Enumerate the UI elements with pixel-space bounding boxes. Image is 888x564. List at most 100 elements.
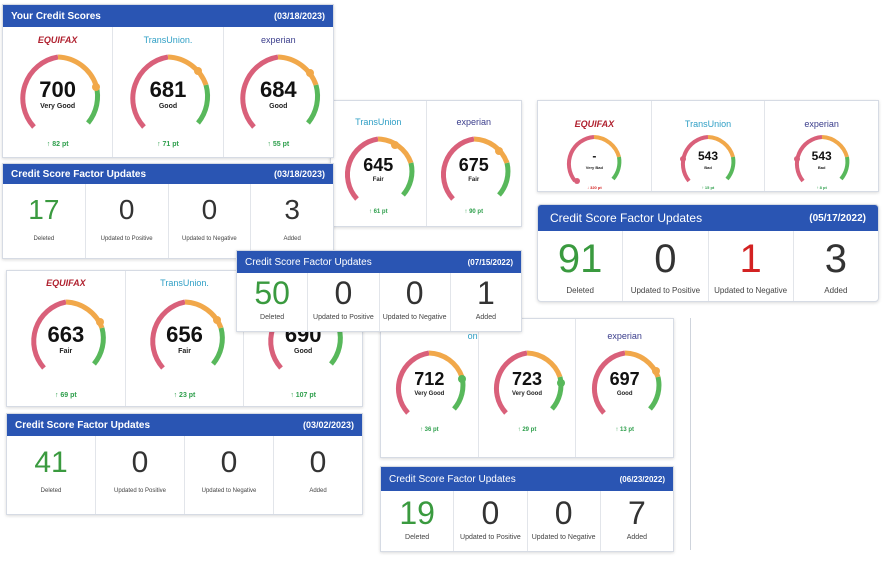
factor-label: Updated to Negative [201,488,257,494]
transunion-logo: TransUnion [355,117,402,127]
score-change: ↑ 8 pt [816,185,827,190]
factor-count: 91 [557,237,603,281]
score-change: ↑ 29 pt [517,427,537,433]
panel-header: Credit Score Factor Updates (06/23/2022) [381,467,673,491]
factor-count: 50 [254,275,290,311]
gauge-equifax: EQUIFAX 663 Fair ↑ 69 pt [7,271,126,406]
factor-row: 17 Deleted 0 Updated to Positive 0 Updated … [3,184,333,258]
score-change: ↑ 90 pt [464,209,484,215]
factor-deleted: 50 Deleted [237,273,309,331]
score-rating: Fair [468,177,480,183]
experian-logo: experian [607,331,642,341]
panel-header: Credit Score Factor Updates (05/17/2022) [538,205,878,231]
factor-label: Updated to Positive [630,286,701,295]
factor-added: 3 Added [251,184,333,258]
score-change: ↑ 69 pt [54,392,77,399]
panel-header: Credit Score Factor Updates (03/02/2023) [7,414,362,436]
factor-deleted: 17 Deleted [3,184,86,258]
factor-count: 0 [131,446,149,479]
gauge: 675 Fair [429,129,519,209]
score-value: 543 [697,149,719,163]
factor-count: 0 [481,495,500,531]
score-change: ↑ 13 pt [615,427,635,433]
panel-date: (03/18/2023) [273,11,325,21]
panel-header: Credit Score Factor Updates (03/18/2023) [3,164,333,184]
score-value: 663 [47,322,85,347]
panel-date: (05/17/2022) [809,212,866,224]
score-change: ↑ 71 pt [157,141,179,148]
score-value: 656 [166,322,203,347]
panel-header: Your Credit Scores (03/18/2023) [3,5,333,27]
factor-count: 0 [405,275,424,311]
score-rating: Fair [178,348,191,355]
factor-added: 3 Added [794,231,878,301]
gauge-experian: experian 543 Bad ↑ 8 pt [765,101,878,191]
panel-date: (03/02/2023) [302,420,354,430]
factor-count: 1 [739,237,762,281]
score-rating: Very Good [414,391,445,397]
score-rating: Very Good [511,391,542,397]
score-value: 675 [458,155,489,175]
gauge: 663 Fair [16,290,116,380]
gauge-arc [494,350,565,415]
score-value: 543 [811,149,832,163]
score-value: 645 [363,155,394,175]
transunion-logo: TransUnion. [160,278,209,288]
gauge: 700 Very Good [8,47,108,137]
factor-added: 7 Added [601,491,673,551]
gauge: 656 Fair [135,290,235,380]
factor-deleted: 91 Deleted [538,231,624,301]
gauge-arc [19,54,100,129]
factor-label: Deleted [566,286,594,295]
gauge-row: on 712 Very Good ↑ 36 pt 723 Very Good ↑… [381,319,673,457]
gauge-experian: experian 684 Good ↑ 55 pt [224,27,333,157]
panel-title: Credit Score Factor Updates [11,168,147,180]
score-rating: Good [616,391,633,397]
gauge-row: EQUIFAX 700 Very Good ↑ 82 pt TransUnion… [3,27,333,157]
gauge-experian: experian 675 Fair ↑ 90 pt [427,101,522,226]
score-change: ↑ 82 pt [46,141,69,148]
gauge-arc [793,135,850,183]
score-change: ↑ 55 pt [267,141,290,148]
factor-row: 41 Deleted 0 Updated to Positive 0 Updated … [7,436,362,514]
factor-updates-panel-0318: Credit Score Factor Updates (03/18/2023)… [2,163,334,259]
factor-negative: 0 Updated to Negative [528,491,601,551]
gauge-arc [345,136,415,201]
factor-negative: 1 Updated to Negative [709,231,794,301]
factor-count: 0 [220,446,238,479]
factor-label: Deleted [40,488,62,494]
gauge-first: on 712 Very Good ↑ 36 pt [381,319,479,457]
factor-updates-panel-0302: Credit Score Factor Updates (03/02/2023)… [6,413,363,515]
factor-label: Added [626,534,647,541]
score-value: - [592,149,597,163]
gauge: 684 Good [228,47,328,137]
factor-label: Updated to Negative [382,314,447,321]
factor-count: 17 [28,194,60,225]
score-value: 697 [609,369,640,389]
factor-label: Updated to Positive [113,488,167,494]
factor-row: 91 Deleted 0 Updated to Positive 1 Updated … [538,231,878,301]
factor-count: 0 [554,495,573,531]
factor-label: Updated to Positive [460,534,521,541]
score-rating: Good [269,103,288,110]
gauge-transunion: TransUnion 645 Fair ↑ 61 pt [331,101,427,226]
gauge: 723 Very Good [482,343,572,423]
gauge: 681 Good [118,47,218,137]
equifax-logo: EQUIFAX [46,278,86,288]
factor-negative: 0 Updated to Negative [185,436,274,514]
score-rating: Very Bad [585,165,603,170]
gauge: 645 Fair [333,129,423,209]
score-rating: Good [158,103,178,110]
gauge: - Very Bad [559,131,629,189]
factor-label: Added [475,314,496,321]
gauge-experian: experian 697 Good ↑ 13 pt [576,319,673,457]
factor-count: 1 [476,275,495,311]
factor-deleted: 19 Deleted [381,491,455,551]
panel-title: Credit Score Factor Updates [15,419,151,431]
gauge-arc [130,54,211,129]
score-value: 712 [414,369,445,389]
gauge: 712 Very Good [384,343,474,423]
score-rating: Bad [817,165,826,170]
gauge-transunion: TransUnion 543 Bad ↑ 15 pt [652,101,766,191]
factor-count: 0 [309,446,327,479]
